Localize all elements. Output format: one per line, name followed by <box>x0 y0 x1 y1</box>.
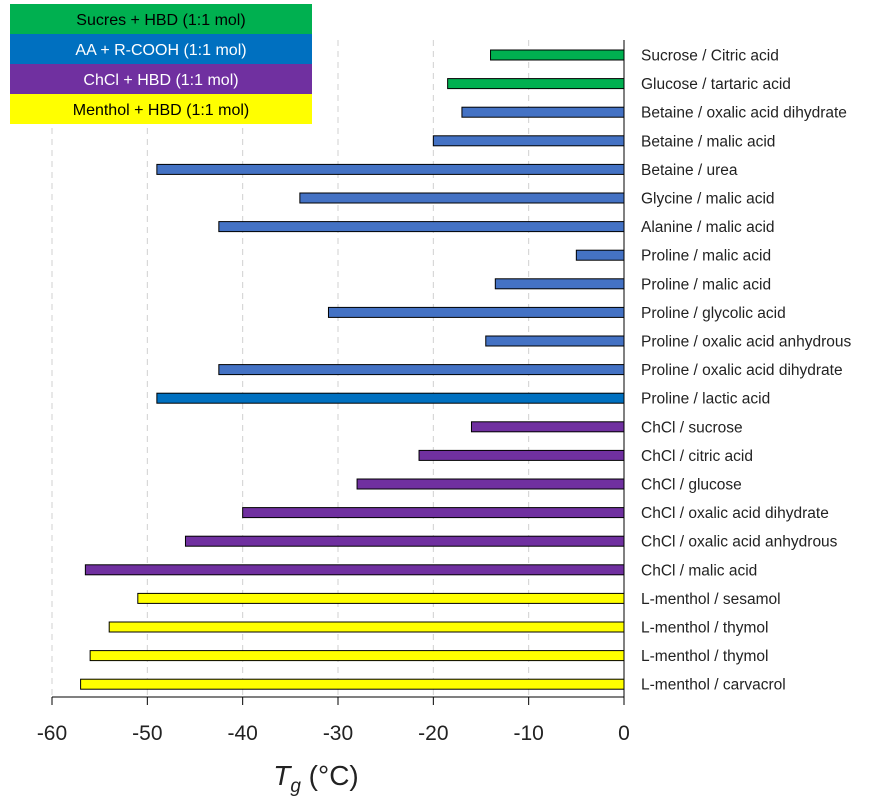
bar <box>485 335 625 347</box>
bar <box>137 592 625 604</box>
x-axis-title-sub: g <box>290 776 301 797</box>
category-label: Proline / malic acid <box>641 248 771 265</box>
category-label: ChCl / sucrose <box>641 419 743 436</box>
legend-label: ChCl + HBD (1:1 mol) <box>83 72 238 89</box>
bar <box>218 364 625 376</box>
bar <box>80 678 625 690</box>
bar <box>470 421 625 433</box>
bar <box>432 135 625 147</box>
bar <box>89 650 625 662</box>
x-tick-label: -30 <box>323 722 353 745</box>
category-label: Sucrose / Citric acid <box>641 48 779 65</box>
category-label: Betaine / malic acid <box>641 133 775 150</box>
bar <box>418 449 625 461</box>
bar <box>108 621 625 633</box>
category-label: Proline / oxalic acid dihydrate <box>641 362 843 379</box>
category-label: L-menthol / sesamol <box>641 591 781 608</box>
bar <box>156 163 625 175</box>
category-label: Glucose / tartaric acid <box>641 76 791 93</box>
bar <box>299 192 625 204</box>
category-label: ChCl / oxalic acid dihydrate <box>641 505 829 522</box>
x-axis-title: Tg (°C) <box>273 760 359 797</box>
x-ticks: -60 -50 -40 -30 -20 -10 0 <box>37 697 630 745</box>
category-label: L-menthol / carvacrol <box>641 677 786 694</box>
bar <box>327 306 625 318</box>
category-label: ChCl / citric acid <box>641 448 753 465</box>
bar <box>218 221 625 233</box>
category-label: Betaine / oxalic acid dihydrate <box>641 105 847 122</box>
category-label: ChCl / oxalic acid anhydrous <box>641 534 838 551</box>
bar <box>356 478 625 490</box>
category-label: Proline / malic acid <box>641 276 771 293</box>
legend: Sucres + HBD (1:1 mol) AA + R-COOH (1:1 m… <box>10 4 312 124</box>
category-label: Proline / oxalic acid anhydrous <box>641 334 851 351</box>
category-label: ChCl / malic acid <box>641 562 757 579</box>
category-label: Proline / glycolic acid <box>641 305 786 322</box>
legend-swatch <box>10 64 312 94</box>
bars <box>80 49 625 690</box>
legend-label: Sucres + HBD (1:1 mol) <box>76 12 245 29</box>
x-tick-label: 0 <box>618 722 630 745</box>
x-tick-label: -10 <box>513 722 543 745</box>
category-labels: Sucrose / Citric acid Glucose / tartaric … <box>641 48 851 694</box>
legend-label: AA + R-COOH (1:1 mol) <box>75 42 246 59</box>
legend-label: Menthol + HBD (1:1 mol) <box>73 102 250 119</box>
category-label: L-menthol / thymol <box>641 648 769 665</box>
bar <box>447 78 625 90</box>
bar <box>84 564 625 576</box>
x-axis-title-main: T <box>273 760 292 791</box>
x-tick-label: -50 <box>132 722 162 745</box>
bar <box>461 106 625 118</box>
x-tick-label: -40 <box>227 722 257 745</box>
category-label: Proline / lactic acid <box>641 391 770 408</box>
bar <box>156 392 625 404</box>
x-tick-label: -20 <box>418 722 448 745</box>
legend-swatch <box>10 94 312 124</box>
category-label: ChCl / glucose <box>641 477 742 494</box>
bar <box>494 278 625 290</box>
category-label: L-menthol / thymol <box>641 620 769 637</box>
bar <box>242 507 625 519</box>
legend-swatch <box>10 4 312 34</box>
x-tick-label: -60 <box>37 722 67 745</box>
category-label: Betaine / urea <box>641 162 738 179</box>
category-label: Alanine / malic acid <box>641 219 775 236</box>
bar <box>490 49 625 61</box>
x-axis-title-unit: (°C) <box>301 760 359 791</box>
bar <box>184 535 625 547</box>
category-label: Glycine / malic acid <box>641 191 775 208</box>
legend-swatch <box>10 34 312 64</box>
bar <box>575 249 625 261</box>
